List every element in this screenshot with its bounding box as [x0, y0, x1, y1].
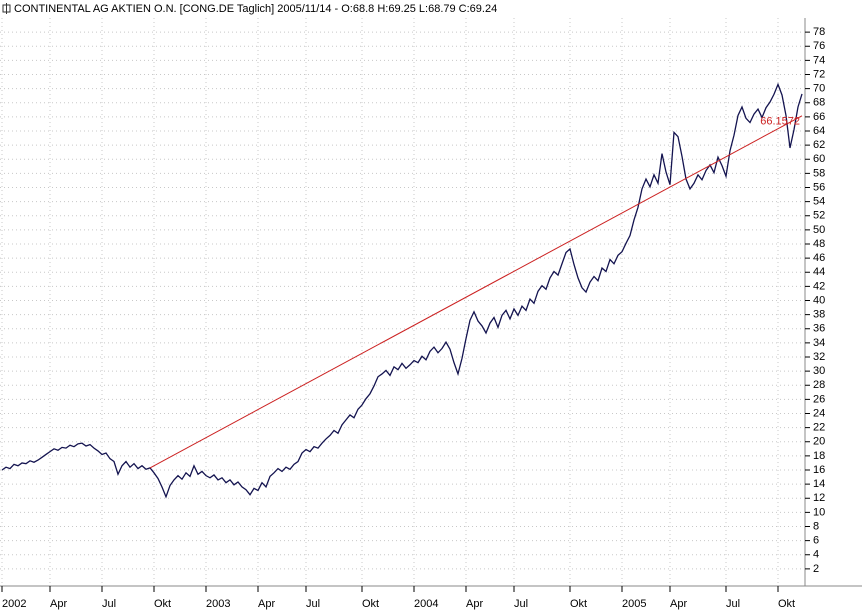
x-tick-label: 2004: [414, 598, 438, 610]
y-tick-label: 20: [813, 436, 825, 448]
y-tick-label: 68: [813, 97, 825, 109]
x-tick-label: 2005: [622, 598, 646, 610]
y-tick-label: 12: [813, 492, 825, 504]
x-tick-label: 2003: [206, 598, 230, 610]
y-tick-label: 6: [813, 535, 819, 547]
y-tick-label: 24: [813, 407, 825, 419]
y-tick-label: 56: [813, 181, 825, 193]
y-tick-label: 74: [813, 54, 825, 66]
y-tick-label: 44: [813, 266, 825, 278]
x-tick-label: Okt: [154, 598, 171, 610]
y-tick-label: 18: [813, 450, 825, 462]
y-tick-label: 2: [813, 563, 819, 575]
x-tick-label: Jul: [306, 598, 320, 610]
y-tick-label: 4: [813, 549, 819, 561]
y-tick-label: 66: [813, 111, 825, 123]
price-line: [1, 82, 803, 499]
y-tick-label: 8: [813, 520, 819, 532]
y-tick-label: 48: [813, 238, 825, 250]
y-tick-label: 28: [813, 379, 825, 391]
y-tick-label: 46: [813, 252, 825, 264]
y-tick-label: 26: [813, 393, 825, 405]
y-tick-label: 64: [813, 125, 825, 137]
x-tick-label: 2002: [2, 598, 26, 610]
x-tick-label: Okt: [570, 598, 587, 610]
y-tick-label: 10: [813, 506, 825, 518]
y-tick-label: 78: [813, 26, 825, 38]
y-tick-label: 76: [813, 40, 825, 52]
y-tick-label: 40: [813, 294, 825, 306]
trend-value-label: 66.1572: [760, 116, 800, 128]
y-tick-label: 32: [813, 351, 825, 363]
y-tick-label: 54: [813, 196, 825, 208]
x-tick-label: Jul: [514, 598, 528, 610]
y-tick-label: 36: [813, 323, 825, 335]
x-tick-label: Apr: [670, 598, 687, 610]
y-tick-label: 34: [813, 337, 825, 349]
x-tick-label: Apr: [258, 598, 275, 610]
y-tick-label: 16: [813, 464, 825, 476]
trend-line: [149, 115, 803, 469]
x-tick-label: Jul: [102, 598, 116, 610]
y-tick-label: 14: [813, 478, 825, 490]
y-tick-label: 50: [813, 224, 825, 236]
y-tick-label: 42: [813, 280, 825, 292]
x-tick-label: Apr: [50, 598, 67, 610]
x-tick-label: Okt: [778, 598, 795, 610]
y-tick-label: 60: [813, 153, 825, 165]
y-tick-label: 52: [813, 210, 825, 222]
x-tick-label: Jul: [726, 598, 740, 610]
y-tick-label: 30: [813, 365, 825, 377]
y-tick-label: 58: [813, 167, 825, 179]
y-tick-label: 62: [813, 139, 825, 151]
y-tick-label: 72: [813, 68, 825, 80]
y-tick-label: 38: [813, 309, 825, 321]
y-tick-label: 22: [813, 422, 825, 434]
x-tick-label: Apr: [466, 598, 483, 610]
x-tick-label: Okt: [362, 598, 379, 610]
chart-title: CONTINENTAL AG AKTIEN O.N. [CONG.DE Tagl…: [14, 3, 497, 15]
y-tick-label: 70: [813, 83, 825, 95]
